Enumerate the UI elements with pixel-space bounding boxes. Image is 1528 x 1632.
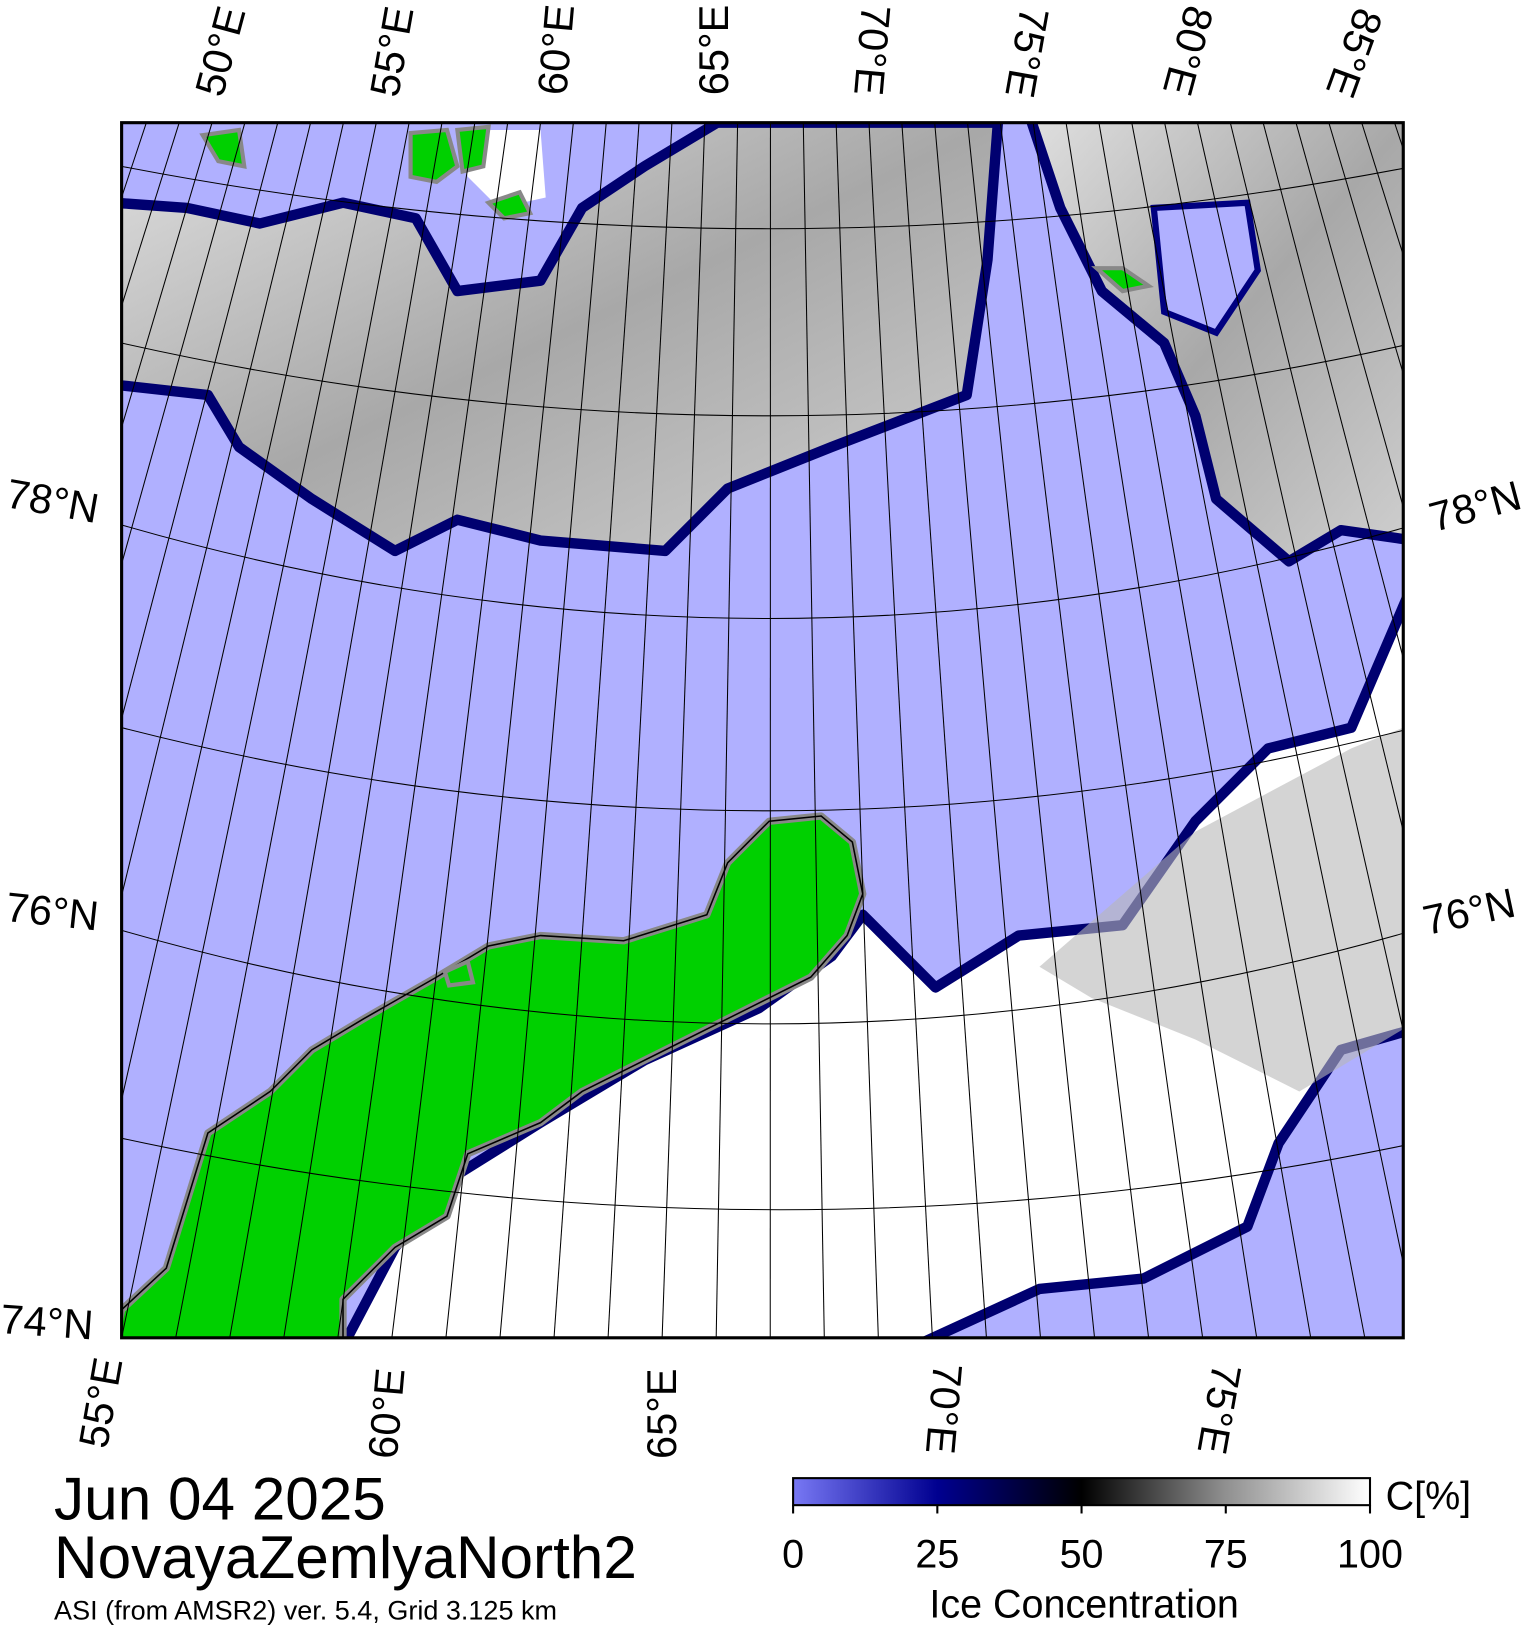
longitude-label: 55°E xyxy=(69,1354,131,1451)
meridian xyxy=(121,122,279,721)
region-name: NovayaZemlyaNorth2 xyxy=(54,1523,637,1591)
meridian xyxy=(0,123,48,1338)
meridian xyxy=(121,122,213,430)
meridian xyxy=(175,122,410,1338)
longitude-label: 80°E xyxy=(1154,1,1223,101)
meridian xyxy=(499,122,607,1338)
meridian xyxy=(967,122,1096,1338)
parallel xyxy=(121,165,1404,230)
latitude-label: 74°N xyxy=(0,1295,95,1348)
meridian xyxy=(1229,122,1404,834)
meridian xyxy=(391,122,542,1338)
longitude-label: 75°E xyxy=(996,4,1058,101)
meridian xyxy=(1164,122,1404,1266)
meridian xyxy=(1460,123,1528,1338)
meridian xyxy=(229,122,443,1338)
map-area xyxy=(0,122,1528,1338)
longitude-label: 50°E xyxy=(186,1,255,101)
meridian xyxy=(121,122,312,898)
longitude-label: 60°E xyxy=(359,1366,414,1460)
colorbar-tick-label: 75 xyxy=(1204,1533,1248,1577)
meridian xyxy=(1262,122,1404,661)
map-frame xyxy=(120,121,1405,1340)
land xyxy=(408,127,460,185)
latitude-label: 76°N xyxy=(1419,879,1520,944)
open-water xyxy=(1150,199,1262,337)
meridian xyxy=(607,122,673,1338)
land xyxy=(455,124,491,175)
longitude-label: 70°E xyxy=(917,1362,972,1456)
colorbar-label: Ice Concentration xyxy=(929,1582,1238,1626)
land xyxy=(442,958,476,988)
colorbar-tick-label: 25 xyxy=(915,1533,959,1577)
longitude-label: 75°E xyxy=(1189,1360,1251,1457)
parallel xyxy=(121,1137,1404,1211)
longitude-label: 65°E xyxy=(690,5,737,96)
land xyxy=(199,127,247,169)
parallel xyxy=(121,342,1404,417)
meridian xyxy=(1394,122,1404,151)
meridian xyxy=(1032,122,1204,1338)
meridian xyxy=(661,122,706,1338)
parallel xyxy=(121,727,1404,812)
meridian xyxy=(901,122,987,1338)
meridian xyxy=(1328,122,1404,376)
colorbar-ticks: 0 25 50 75 100 xyxy=(782,1505,1403,1577)
meridian xyxy=(0,123,114,1338)
colorbar-unit: C[%] xyxy=(1386,1474,1472,1518)
meridian xyxy=(715,122,739,1338)
date: Jun 04 2025 xyxy=(54,1465,386,1533)
graticule xyxy=(0,122,1528,1338)
meridian xyxy=(121,122,344,1103)
colorbar-tick-label: 50 xyxy=(1060,1533,1104,1577)
meridian xyxy=(1065,122,1258,1338)
meridian xyxy=(1493,123,1528,1338)
land-outline xyxy=(121,815,864,1338)
meridian xyxy=(0,123,15,1338)
subtitle: ASI (from AMSR2) ver. 5.4, Grid 3.125 km xyxy=(54,1595,557,1625)
meridian xyxy=(868,122,933,1338)
meridian xyxy=(835,122,879,1338)
longitude-label: 60°E xyxy=(528,2,583,96)
meridian xyxy=(1131,122,1366,1338)
latitude-label: 76°N xyxy=(4,883,101,939)
parallel xyxy=(121,929,1404,1025)
ice-field xyxy=(1039,727,1404,1092)
land xyxy=(1091,266,1154,294)
colorbar xyxy=(792,1477,1372,1507)
latitude-label: 78°N xyxy=(1424,471,1526,540)
meridian xyxy=(121,122,377,1338)
meridian xyxy=(283,122,476,1338)
longitude-label: 65°E xyxy=(638,1368,685,1459)
meridian xyxy=(1295,122,1404,510)
meridian xyxy=(934,122,1042,1338)
longitude-label: 70°E xyxy=(845,3,900,97)
parallel xyxy=(121,524,1404,619)
longitude-label: 55°E xyxy=(361,3,423,100)
colorbar-tick-label: 100 xyxy=(1337,1533,1403,1577)
land xyxy=(484,189,534,221)
meridian xyxy=(802,122,825,1338)
latitude-label: 78°N xyxy=(3,469,103,531)
meridian xyxy=(1196,122,1404,1033)
meridian xyxy=(1098,122,1312,1338)
meridian xyxy=(121,122,246,566)
meridian xyxy=(1427,123,1528,1338)
meridian xyxy=(0,123,81,1338)
meridian xyxy=(553,122,640,1338)
colorbar-tick-label: 0 xyxy=(782,1533,804,1577)
meridian xyxy=(999,122,1150,1338)
longitude-label: 85°E xyxy=(1317,3,1392,104)
meridian xyxy=(337,122,509,1338)
meridian xyxy=(445,122,574,1338)
